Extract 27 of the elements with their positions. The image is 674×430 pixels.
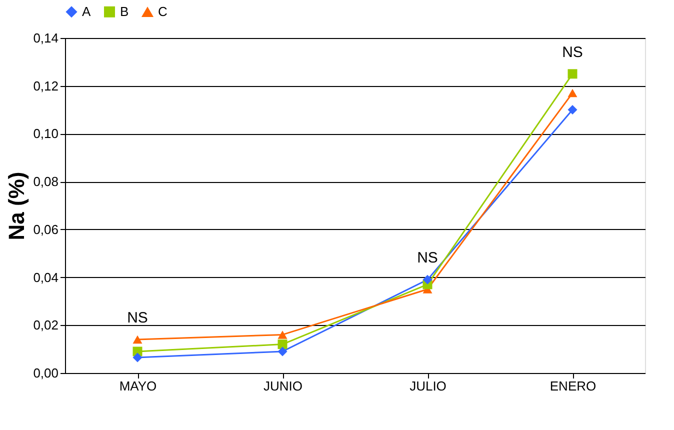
x-tick-label: ENERO bbox=[550, 378, 596, 394]
x-tick-label: JUNIO bbox=[264, 378, 302, 394]
y-tick-label: 0,04 bbox=[33, 270, 58, 285]
legend-label: B bbox=[120, 4, 129, 19]
y-tick-label: 0,14 bbox=[33, 30, 58, 46]
y-tick-label: 0,08 bbox=[33, 174, 58, 190]
y-tick-label: 0,06 bbox=[33, 222, 58, 237]
legend-label: C bbox=[158, 4, 168, 20]
point bbox=[278, 330, 288, 339]
y-tick-label: 0,00 bbox=[33, 366, 58, 380]
y-axis-title: Na (%) bbox=[4, 172, 30, 240]
point bbox=[568, 105, 578, 115]
legend-label: A bbox=[82, 4, 91, 19]
y-tick-label: 0,12 bbox=[33, 78, 58, 94]
x-tick-label: JULIO bbox=[410, 378, 446, 394]
y-tick-label: 0,02 bbox=[33, 318, 58, 333]
point bbox=[422, 274, 432, 284]
y-tick-label: 0,10 bbox=[33, 126, 58, 142]
x-tick-label: MAYO bbox=[119, 378, 157, 394]
annotation: NS bbox=[127, 310, 148, 326]
point bbox=[132, 335, 142, 344]
annotation: NS bbox=[562, 44, 583, 61]
point bbox=[132, 352, 142, 362]
point bbox=[568, 69, 578, 79]
point bbox=[278, 346, 288, 356]
annotation: NS bbox=[417, 250, 438, 267]
point bbox=[568, 88, 578, 98]
